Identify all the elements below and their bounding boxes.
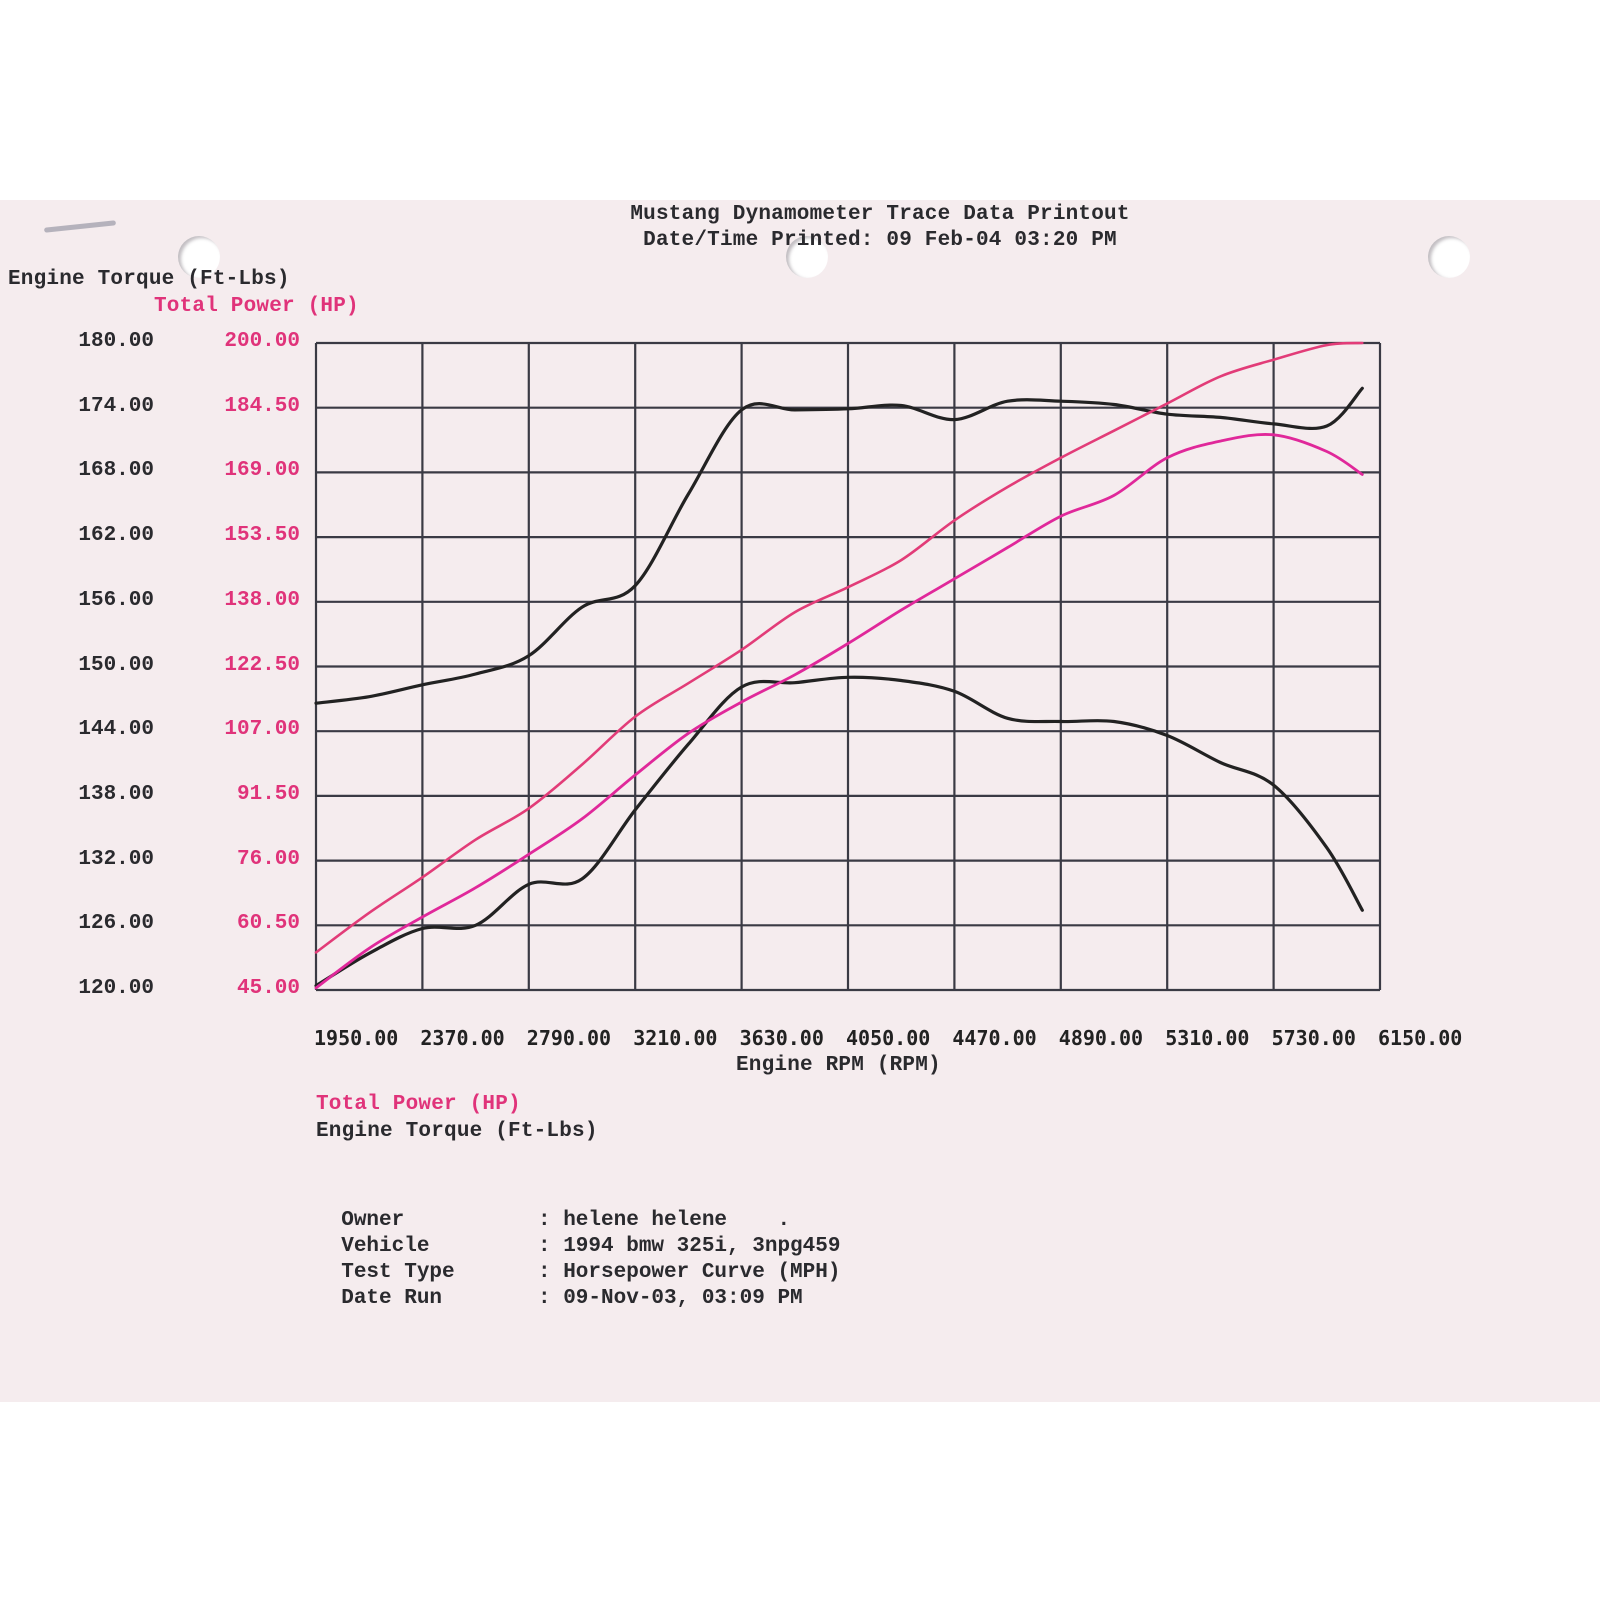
torque-tick-label: 144.00 [78, 718, 154, 742]
power-tick-label: 138.00 [224, 588, 300, 612]
rpm-tick-label: 4470.00 [952, 1026, 1037, 1050]
rpm-tick-label: 3210.00 [633, 1026, 718, 1050]
legend-torque: Engine Torque (Ft-Lbs) [316, 1120, 598, 1143]
torque-tick-label: 150.00 [78, 653, 154, 677]
rpm-tick-label: 4890.00 [1058, 1026, 1144, 1050]
info-vehicle: Vehicle : 1994 bmw 325i, 3npg459 [316, 1212, 840, 1258]
info-vehicle-key: Vehicle [341, 1235, 430, 1258]
torque-tick-label: 162.00 [78, 524, 154, 548]
info-test-type-key: Test Type [341, 1261, 455, 1284]
power-curve-run1 [314, 341, 1364, 954]
torque-tick-label: 174.00 [78, 394, 154, 418]
info-owner: Owner : helene helene . [316, 1186, 790, 1232]
rpm-tick-label: 2790.00 [526, 1026, 612, 1050]
rpm-tick-label: 3630.00 [739, 1026, 824, 1050]
power-tick-label: 91.50 [236, 782, 300, 806]
info-date-run-key: Date Run [341, 1287, 443, 1310]
torque-tick-label: 168.00 [78, 459, 154, 483]
left-axis-label: Engine Torque (Ft-Lbs) [8, 268, 290, 291]
rpm-tick-label: 5730.00 [1271, 1026, 1356, 1050]
power-tick-label: 45.00 [236, 977, 300, 1000]
torque-curve-run2 [314, 675, 1364, 988]
punch-hole-center [786, 236, 828, 278]
rpm-tick-label: 4050.00 [846, 1026, 931, 1050]
power-tick-label: 60.50 [236, 912, 300, 936]
torque-tick-label: 126.00 [78, 912, 154, 936]
torque-tick-label: 138.00 [78, 782, 154, 806]
torque-tick-label: 180.00 [78, 330, 154, 353]
power-tick-label: 200.00 [224, 330, 300, 353]
printed-datetime: Date/Time Printed: 09 Feb-04 03:20 PM [643, 229, 1117, 252]
power-tick-label: 184.50 [224, 394, 300, 418]
info-date-run: Date Run : 09-Nov-03, 03:09 PM [316, 1264, 802, 1310]
power-tick-label: 107.00 [224, 718, 300, 742]
info-vehicle-value: : 1994 bmw 325i, 3npg459 [538, 1235, 841, 1258]
x-axis-label: Engine RPM (RPM) [736, 1054, 941, 1077]
printout-paper [0, 200, 1600, 1402]
right-axis-label: Total Power (HP) [154, 295, 359, 318]
rpm-tick-label: 2370.00 [420, 1026, 505, 1050]
rpm-tick-label: 5310.00 [1165, 1026, 1250, 1050]
printout-title: Mustang Dynamometer Trace Data Printout [630, 203, 1130, 226]
rpm-tick-label: 6150.00 [1378, 1026, 1463, 1050]
power-curve-run2 [314, 433, 1364, 990]
punch-hole-right [1428, 236, 1470, 278]
info-date-run-value: : 09-Nov-03, 03:09 PM [538, 1287, 803, 1310]
info-test-type: Test Type : Horsepower Curve (MPH) [316, 1238, 840, 1284]
torque-tick-label: 132.00 [78, 847, 154, 871]
chart-curves [314, 341, 1364, 990]
torque-curve-run1 [314, 386, 1364, 705]
power-tick-label: 122.50 [224, 653, 300, 677]
info-owner-value: : helene helene . [538, 1209, 791, 1232]
power-tick-label: 76.00 [236, 847, 300, 871]
torque-tick-label: 120.00 [78, 977, 154, 1000]
punch-hole-left [178, 236, 220, 278]
chart-grid [314, 341, 1382, 992]
info-test-type-value: : Horsepower Curve (MPH) [538, 1261, 841, 1284]
power-tick-label: 153.50 [224, 524, 300, 548]
rpm-tick-label: 1950.00 [314, 1026, 399, 1050]
torque-tick-label: 156.00 [78, 588, 154, 612]
info-owner-key: Owner [341, 1209, 405, 1232]
legend-power: Total Power (HP) [316, 1093, 521, 1116]
power-tick-label: 169.00 [224, 459, 300, 483]
